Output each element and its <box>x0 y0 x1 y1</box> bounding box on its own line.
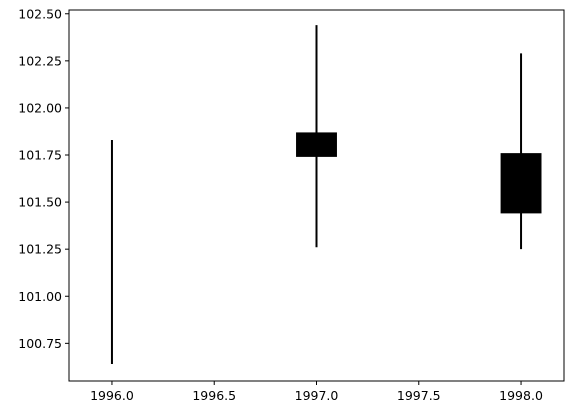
x-tick-label-2: 1997.0 <box>295 388 339 403</box>
candle-body-0 <box>92 163 133 285</box>
plot-frame <box>68 9 565 382</box>
y-tick-label-3: 101.50 <box>18 195 62 210</box>
y-tick-label-6: 102.25 <box>18 53 62 68</box>
y-tick-label-4: 101.75 <box>18 148 62 163</box>
y-tick-label-7: 102.50 <box>18 6 62 21</box>
y-tick-label-0: 100.75 <box>18 336 62 351</box>
y-tick-label-5: 102.00 <box>18 100 62 115</box>
x-tick-label-1: 1996.5 <box>192 388 236 403</box>
candle-body-1 <box>296 132 337 157</box>
candles-layer <box>92 25 542 365</box>
x-tick-label-4: 1998.0 <box>499 388 543 403</box>
ticks-layer: 1996.0 1996.5 1997.0 1997.5 1998.0 100.75 101.… <box>18 6 543 403</box>
y-tick-label-2: 101.25 <box>18 242 62 257</box>
candle-body-2 <box>500 153 542 214</box>
x-tick-label-3: 1997.5 <box>397 388 441 403</box>
x-tick-label-0: 1996.0 <box>90 388 134 403</box>
y-tick-label-1: 101.00 <box>18 289 62 304</box>
